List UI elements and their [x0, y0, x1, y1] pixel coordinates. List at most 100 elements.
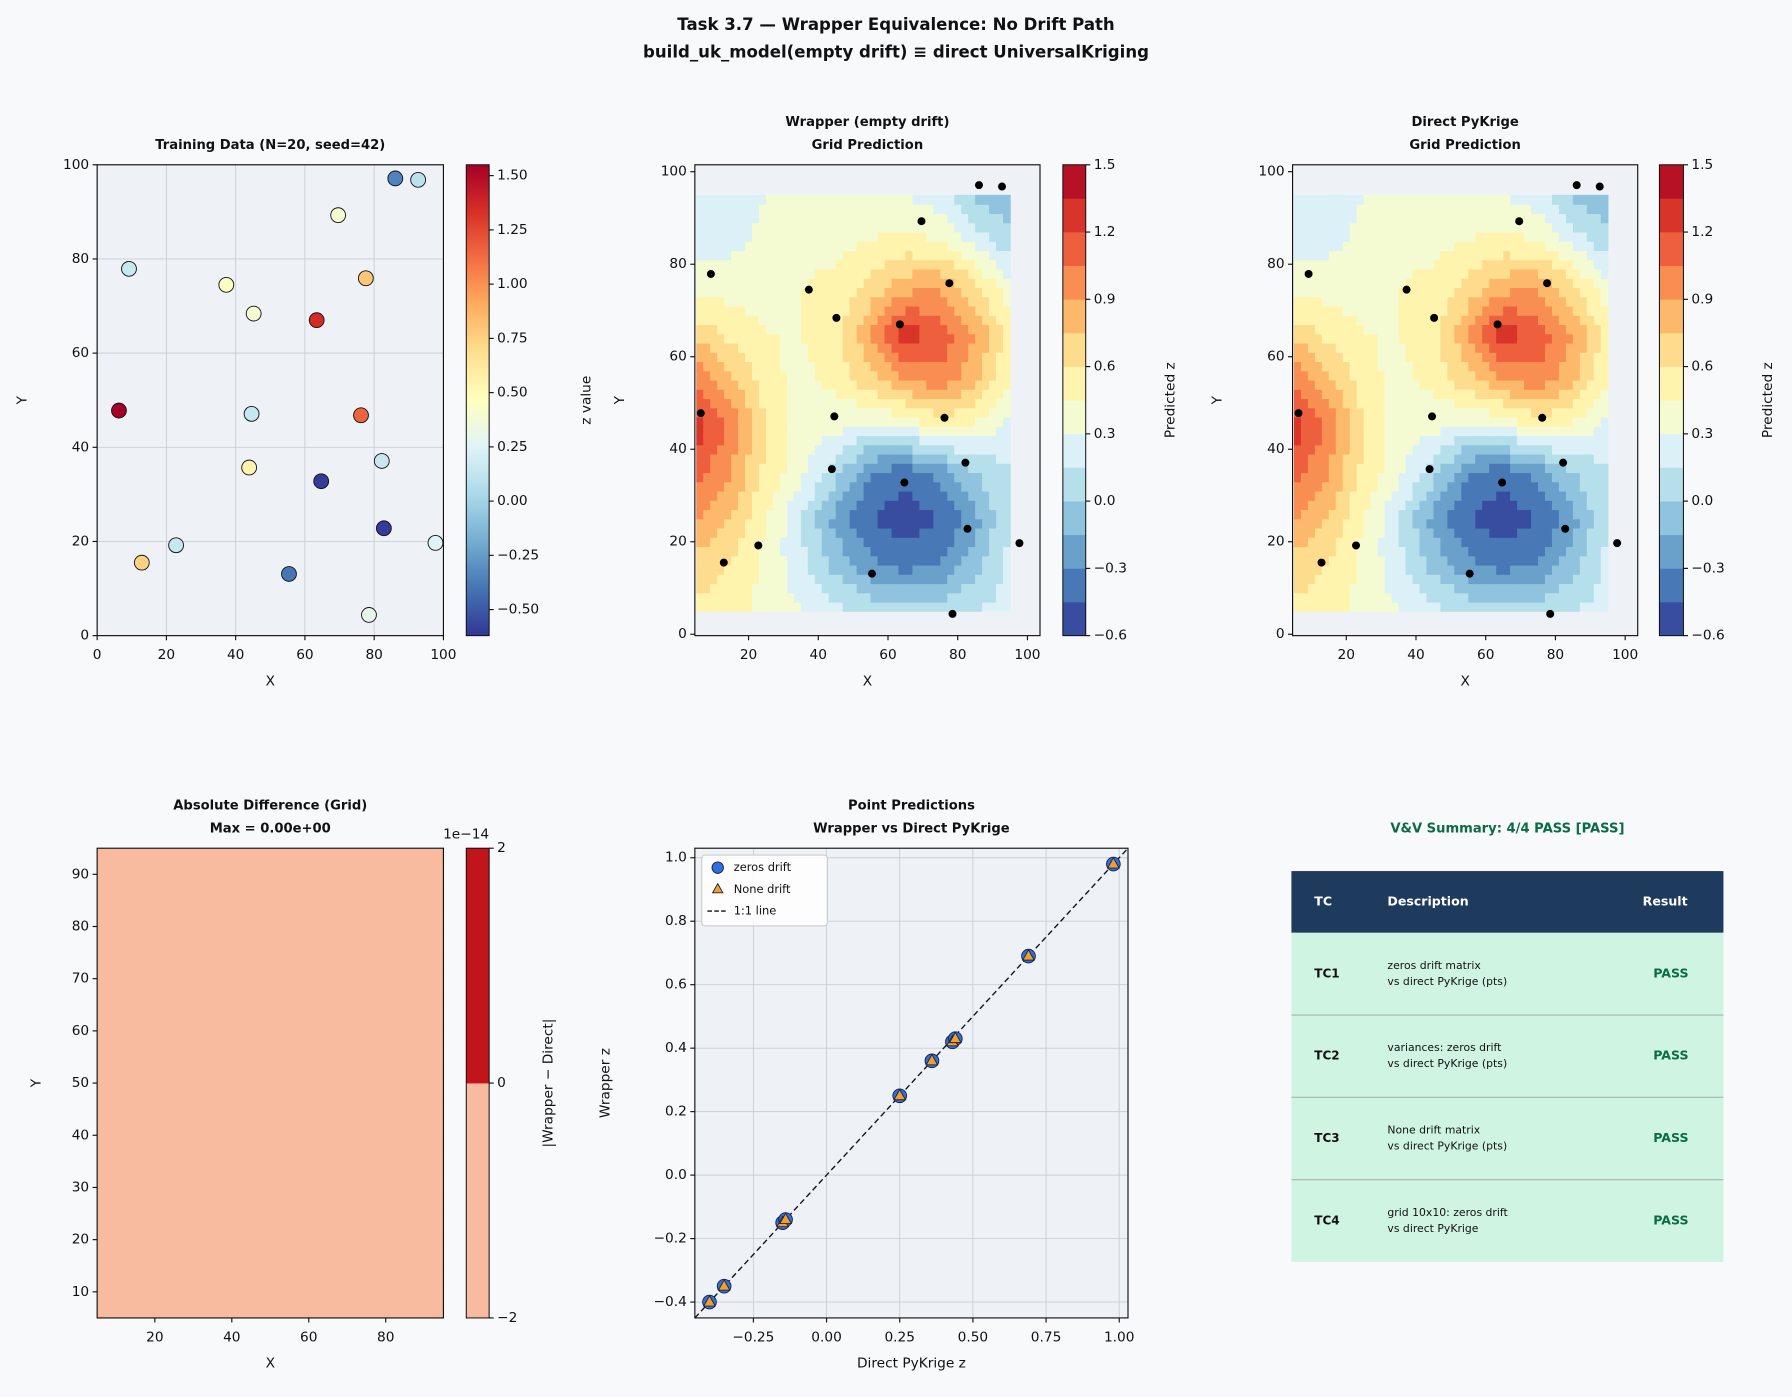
contour-cell [724, 426, 732, 437]
contour-cell [281, 1171, 291, 1183]
contour-cell [366, 1307, 375, 1319]
contour-cell [1579, 490, 1588, 501]
contour-cell [1412, 435, 1421, 446]
contour-cell [989, 601, 997, 612]
contour-cell [1544, 407, 1553, 418]
contour-cell [821, 241, 830, 252]
contour-cell [420, 1223, 429, 1236]
contour-cell [1517, 342, 1525, 353]
contour-cell [940, 518, 948, 529]
contour-cell [1398, 352, 1407, 363]
contour-cell [772, 537, 781, 548]
contour-cell [266, 1234, 275, 1246]
contour-cell [1461, 296, 1469, 307]
contour-cell [420, 1307, 429, 1319]
contour-cell [1363, 379, 1372, 390]
contour-cell [1454, 435, 1462, 446]
contour-cell [1565, 379, 1574, 390]
contour-cell [779, 250, 788, 261]
contour-cell [933, 518, 941, 529]
contour-cell [961, 361, 969, 372]
contour-cell [982, 435, 990, 446]
contour-cell [759, 509, 767, 520]
contour-cell [717, 537, 725, 548]
contour-cell [1384, 324, 1393, 335]
contour-cell [112, 1171, 121, 1183]
contour-cell [1426, 426, 1435, 437]
contour-cell [1300, 398, 1309, 409]
contour-cell [884, 204, 893, 215]
contour-cell [710, 537, 718, 548]
contour-cell [1307, 546, 1316, 557]
training-point [900, 478, 909, 487]
colorbar-tick-label: 0.6 [1691, 359, 1713, 375]
contour-cell [919, 296, 928, 307]
contour-cell [1356, 463, 1365, 474]
contour-cell [793, 583, 802, 594]
contour-cell [996, 592, 1004, 603]
contour-cell [975, 537, 983, 548]
contour-cell [1475, 352, 1483, 363]
contour-cell [1447, 204, 1456, 215]
contour-cell [821, 379, 830, 390]
contour-cell [731, 287, 739, 298]
contour-cell [320, 1223, 329, 1236]
contour-cell [158, 1192, 168, 1204]
contour-cell [1517, 592, 1525, 603]
contour-cell [1440, 213, 1449, 224]
contour-cell [1377, 204, 1386, 215]
contour-cell [842, 574, 851, 585]
contour-cell [954, 324, 962, 335]
contour-cell [1370, 305, 1379, 316]
plot-area [97, 164, 444, 636]
contour-cell [772, 518, 781, 529]
contour-cell [1335, 583, 1344, 594]
contour-cell [1433, 426, 1442, 437]
contour-cell [877, 490, 886, 501]
contour-cell [919, 352, 928, 363]
contour-cell [1335, 601, 1344, 612]
contour-cell [1314, 259, 1323, 270]
y-tick-label: 60 [72, 345, 89, 361]
contour-cell [258, 1203, 268, 1215]
contour-cell [1405, 352, 1414, 363]
contour-cell [1391, 333, 1400, 344]
contour-cell [1426, 241, 1435, 252]
contour-cell [1538, 426, 1546, 437]
contour-cell [1531, 278, 1539, 289]
contour-cell [1524, 583, 1532, 594]
contour-cell [1551, 490, 1560, 501]
contour-cell [793, 537, 802, 548]
contour-cell [1600, 361, 1609, 372]
contour-cell [961, 583, 969, 594]
contour-cell [898, 583, 907, 594]
contour-cell [351, 1276, 360, 1288]
contour-cell [856, 398, 865, 409]
contour-cell [343, 1234, 352, 1246]
contour-cell [821, 500, 830, 511]
contour-cell [1433, 527, 1442, 538]
contour-cell [1531, 333, 1539, 344]
contour-cell [1412, 500, 1421, 511]
contour-cell [1405, 509, 1414, 520]
contour-cell [1538, 333, 1546, 344]
contour-cell [1517, 527, 1525, 538]
contour-cell [1356, 250, 1365, 261]
contour-cell [1349, 453, 1358, 464]
contour-cell [940, 407, 948, 418]
contour-cell [870, 296, 879, 307]
contour-cell [235, 1286, 245, 1298]
contour-cell [312, 1213, 321, 1225]
contour-cell [898, 527, 907, 538]
contour-cell [738, 546, 746, 557]
contour-cell [1426, 259, 1435, 270]
contour-cell [335, 1171, 345, 1183]
contour-cell [947, 333, 955, 344]
contour-cell [1482, 398, 1490, 409]
contour-cell [968, 537, 976, 548]
contour-cell [710, 481, 718, 492]
contour-cell [1321, 509, 1330, 520]
contour-cell [759, 407, 767, 418]
contour-cell [996, 555, 1004, 566]
contour-cell [919, 259, 928, 270]
